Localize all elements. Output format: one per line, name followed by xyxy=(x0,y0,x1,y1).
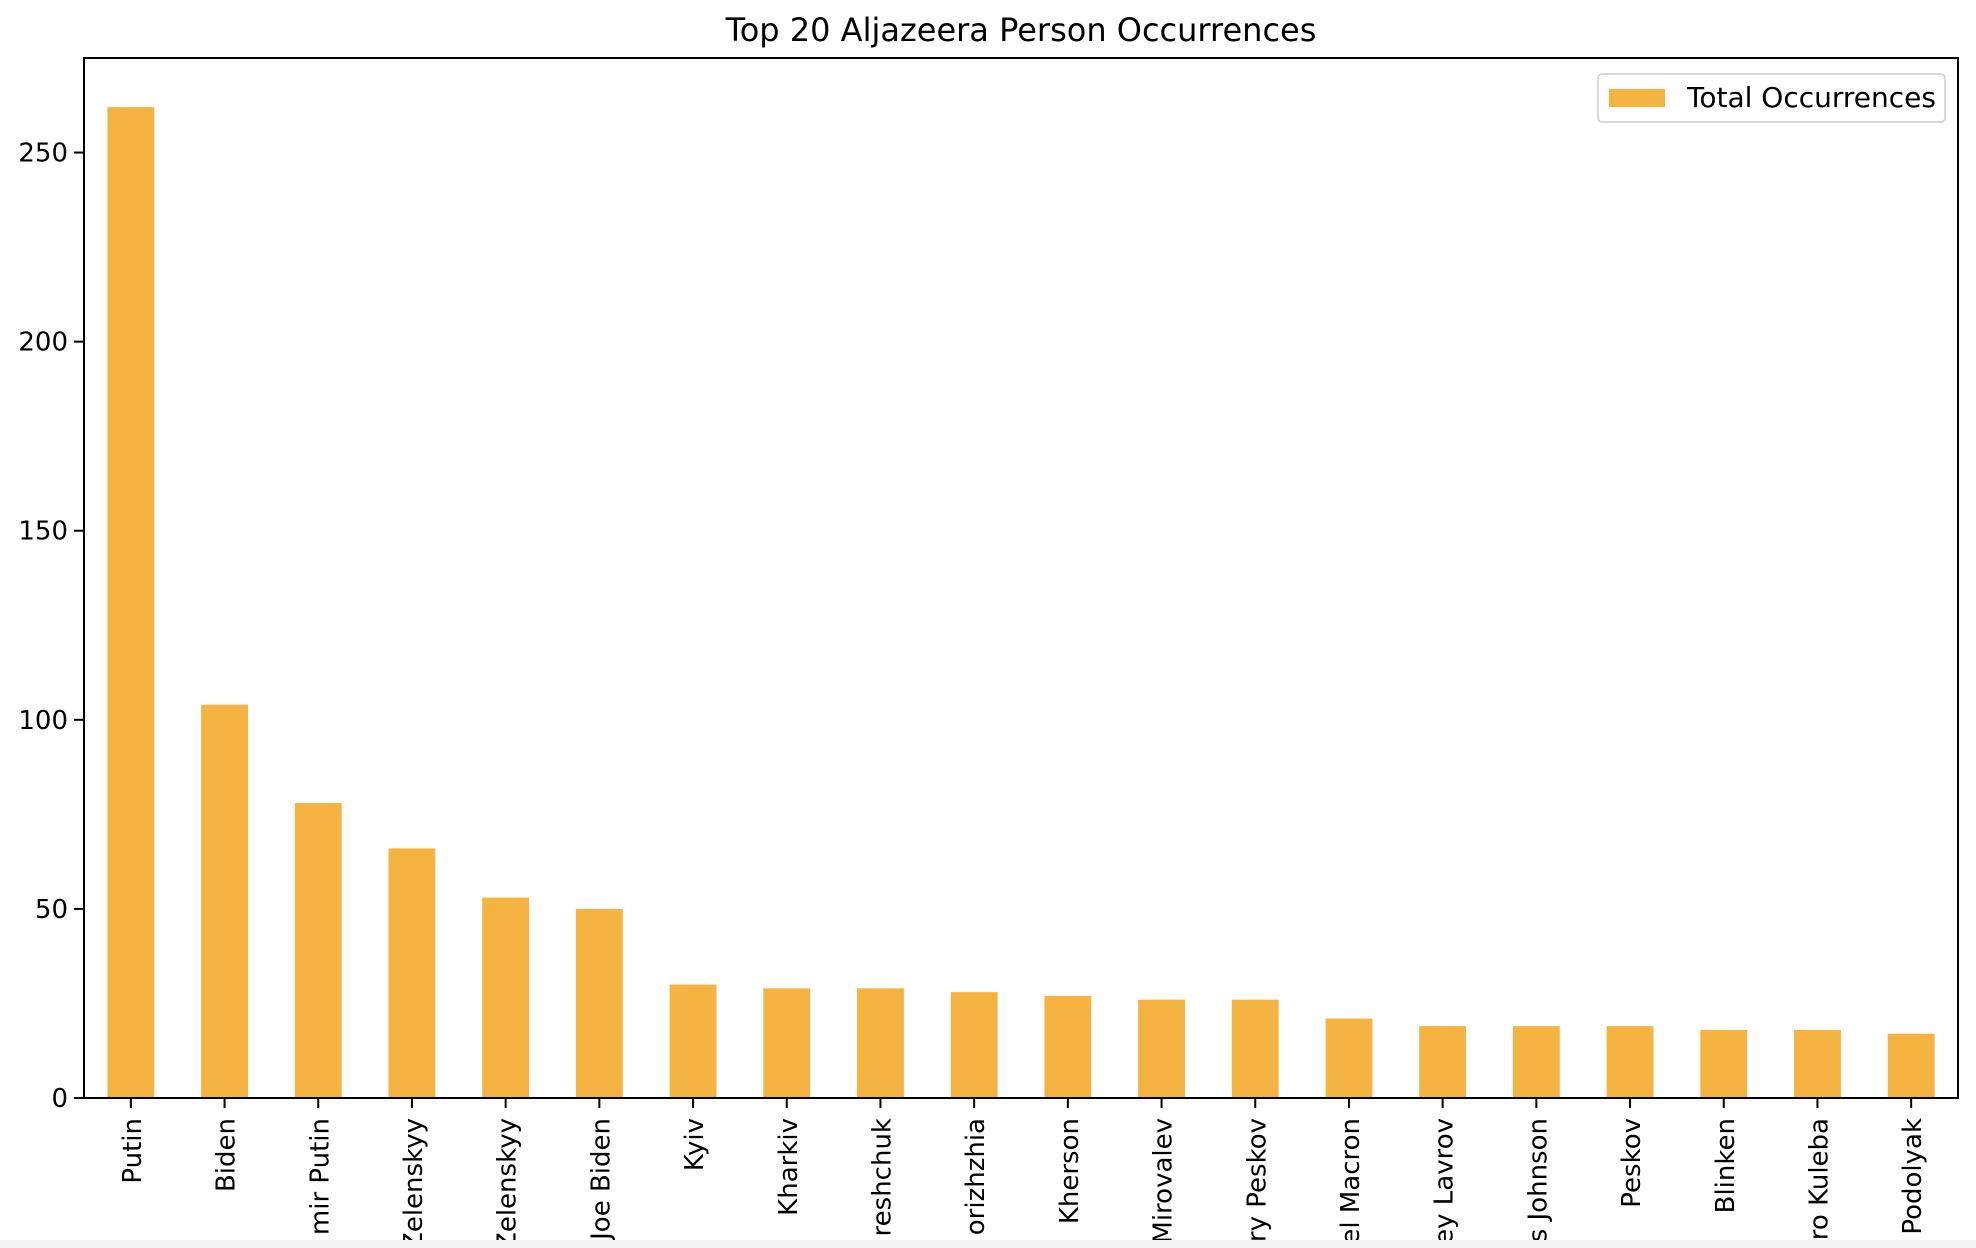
y-tick-label: 200 xyxy=(18,328,68,358)
bar xyxy=(669,984,717,1098)
y-tick-label: 150 xyxy=(18,517,68,547)
legend-frame xyxy=(1597,73,1946,123)
bar xyxy=(763,988,811,1098)
bar xyxy=(575,908,623,1098)
x-tick-label: Kherson xyxy=(1055,1118,1085,1224)
bar xyxy=(1794,1029,1841,1098)
bar xyxy=(857,988,904,1098)
bar xyxy=(1138,999,1185,1098)
bar xyxy=(1700,1029,1748,1098)
x-tick-label: Peskov xyxy=(1617,1118,1647,1208)
y-tick-label: 50 xyxy=(35,895,68,925)
bar xyxy=(294,803,342,1098)
bar xyxy=(1606,1026,1654,1098)
x-tick-label: ro Kuleba xyxy=(1804,1118,1834,1240)
x-tick-label: Joe Biden xyxy=(586,1118,616,1242)
x-tick-label: reshchuk xyxy=(867,1118,897,1236)
x-tick-label: Zelenskyy xyxy=(493,1118,523,1248)
x-tick-label: Kyiv xyxy=(680,1118,710,1171)
bar xyxy=(482,897,530,1098)
bar xyxy=(201,704,248,1098)
x-tick-label: Blinken xyxy=(1711,1118,1741,1213)
y-tick-label: 0 xyxy=(51,1084,68,1114)
bar xyxy=(1512,1026,1560,1098)
x-tick-label: Mirovalev xyxy=(1149,1118,1179,1244)
bar xyxy=(1231,999,1279,1098)
x-tick-label: Podolyak xyxy=(1898,1118,1928,1235)
x-tick-label: Putin xyxy=(118,1118,148,1184)
x-tick-label: el Macron xyxy=(1336,1118,1366,1245)
x-tick-label: Zelenskyy xyxy=(399,1118,429,1248)
legend-swatch xyxy=(1609,89,1665,107)
x-tick-label: ry Peskov xyxy=(1242,1118,1272,1242)
bar xyxy=(1044,995,1092,1098)
x-tick-label: mir Putin xyxy=(305,1118,335,1235)
bar xyxy=(1325,1018,1373,1098)
bar xyxy=(950,992,998,1098)
window-bottom-edge xyxy=(0,1240,1976,1248)
bar xyxy=(388,848,436,1098)
y-tick-label: 100 xyxy=(18,706,68,736)
axes-frame xyxy=(83,57,1959,1099)
bar xyxy=(1887,1033,1935,1098)
x-tick-label: s Johnson xyxy=(1523,1118,1553,1242)
plot-area: 0 50 100 150 200 250 Putin Biden mir Putin Zelens… xyxy=(18,57,1959,1248)
x-tick-label: ey Lavrov xyxy=(1430,1118,1460,1245)
legend: Total Occurrences xyxy=(1597,73,1946,123)
legend-label: Total Occurrences xyxy=(1686,81,1936,114)
bar xyxy=(1419,1026,1467,1098)
x-tick-label: Kharkiv xyxy=(774,1118,804,1216)
x-tick-label: orizhzhia xyxy=(961,1118,991,1235)
chart-title: Top 20 Aljazeera Person Occurrences xyxy=(725,11,1317,49)
x-tick-label: Biden xyxy=(212,1118,242,1192)
y-tick-label: 250 xyxy=(18,139,68,169)
bar xyxy=(107,107,155,1098)
